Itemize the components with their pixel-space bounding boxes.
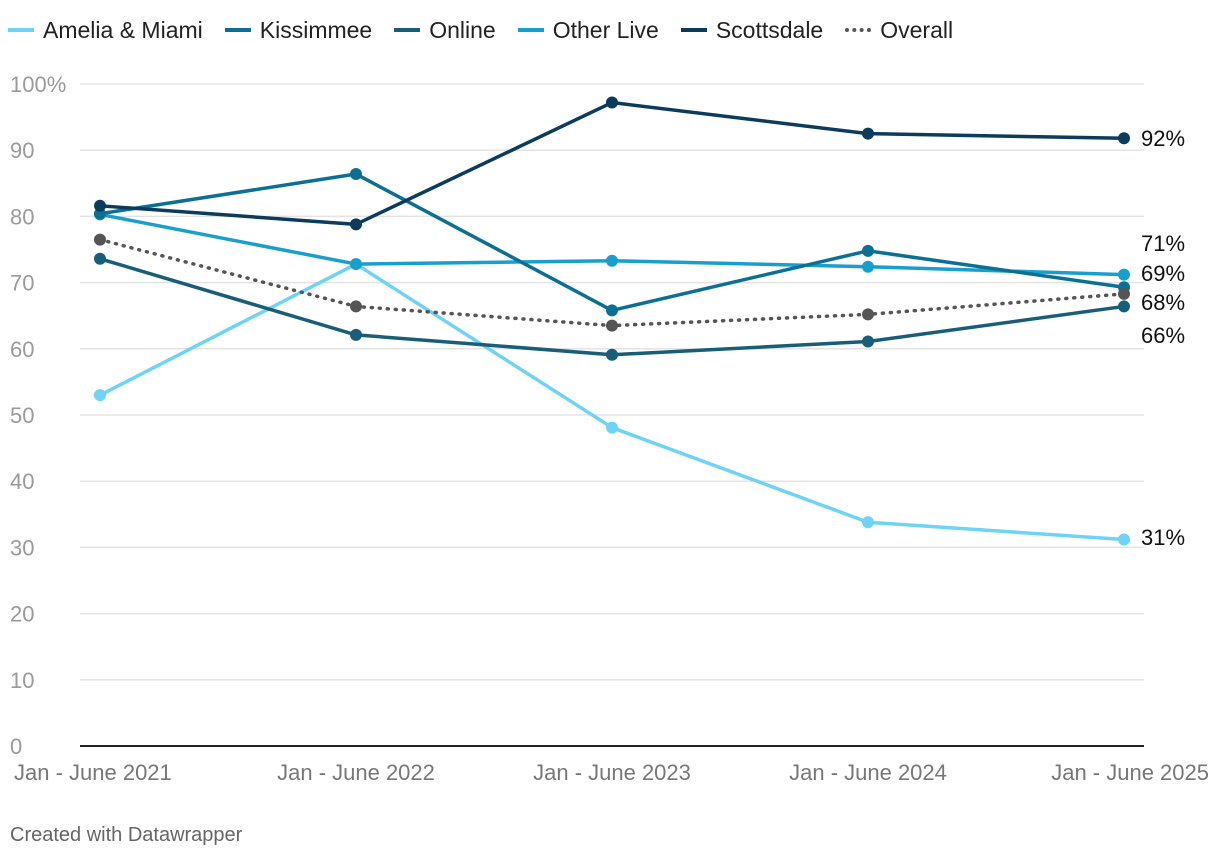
legend-item-scottsdale: Scottsdale bbox=[680, 16, 824, 44]
data-point-overall bbox=[862, 308, 874, 321]
x-tick-label: Jan - June 2023 bbox=[533, 760, 691, 785]
data-point-amelia-miami bbox=[1118, 533, 1130, 546]
legend-item-online: Online bbox=[394, 16, 496, 44]
legend-item-other-live: Other Live bbox=[517, 16, 659, 44]
y-tick-label: 100% bbox=[10, 72, 66, 97]
y-tick-label: 40 bbox=[10, 469, 34, 494]
data-point-online bbox=[350, 328, 362, 341]
data-point-scottsdale bbox=[350, 218, 362, 231]
y-tick-label: 70 bbox=[10, 271, 34, 296]
legend-item-kissimmee: Kissimmee bbox=[224, 16, 373, 44]
data-point-other-live bbox=[350, 258, 362, 271]
y-tick-label: 0 bbox=[10, 734, 22, 759]
legend-label: Amelia & Miami bbox=[43, 16, 203, 43]
legend-label: Kissimmee bbox=[259, 16, 373, 43]
data-point-other-live bbox=[606, 254, 618, 267]
y-tick-label: 50 bbox=[10, 403, 34, 428]
x-tick-label: Jan - June 2025 bbox=[1051, 760, 1209, 785]
y-tick-label: 20 bbox=[10, 602, 34, 627]
end-label-kissimmee: 69% bbox=[1141, 261, 1185, 286]
y-tick-label: 30 bbox=[10, 535, 34, 560]
end-label-amelia-miami: 31% bbox=[1141, 525, 1185, 550]
series-line-kissimmee bbox=[98, 172, 1126, 313]
y-tick-label: 10 bbox=[10, 668, 34, 693]
legend-label: Overall bbox=[880, 16, 954, 43]
data-point-amelia-miami bbox=[862, 516, 874, 529]
chart-legend: Amelia & Miami Kissimmee Online Other Live S… bbox=[8, 12, 953, 48]
legend-swatch bbox=[680, 28, 707, 32]
end-label-other-live: 71% bbox=[1141, 231, 1185, 256]
data-point-kissimmee bbox=[862, 244, 874, 257]
data-point-overall bbox=[606, 319, 618, 332]
legend-swatch bbox=[8, 28, 34, 32]
data-point-online bbox=[606, 348, 618, 361]
legend-label: Other Live bbox=[552, 16, 659, 43]
data-point-online bbox=[94, 252, 106, 265]
data-point-scottsdale bbox=[606, 96, 618, 109]
legend-swatch bbox=[517, 28, 544, 32]
legend-item-amelia-miami: Amelia & Miami bbox=[8, 17, 203, 44]
data-point-overall bbox=[1118, 287, 1130, 300]
end-label-online: 66% bbox=[1141, 323, 1185, 348]
data-point-kissimmee bbox=[606, 304, 618, 317]
data-point-online bbox=[1118, 300, 1130, 313]
legend-swatch bbox=[394, 28, 421, 32]
data-point-overall bbox=[350, 300, 362, 313]
series-line-scottsdale bbox=[98, 100, 1126, 227]
data-point-scottsdale bbox=[862, 127, 874, 140]
legend-item-overall: Overall bbox=[845, 17, 953, 44]
footer-credit: Created with Datawrapper bbox=[10, 824, 243, 846]
data-point-overall bbox=[94, 233, 106, 246]
end-label-overall: 68% bbox=[1141, 290, 1185, 315]
data-point-kissimmee bbox=[350, 168, 362, 181]
data-point-amelia-miami bbox=[606, 421, 618, 434]
data-point-amelia-miami bbox=[94, 389, 106, 402]
y-tick-label: 80 bbox=[10, 204, 34, 229]
data-point-other-live bbox=[1118, 268, 1130, 281]
y-tick-label: 90 bbox=[10, 138, 34, 163]
x-tick-label: Jan - June 2024 bbox=[789, 760, 947, 785]
end-label-scottsdale: 92% bbox=[1141, 126, 1185, 151]
data-point-scottsdale bbox=[94, 199, 106, 212]
x-tick-label: Jan - June 2021 bbox=[14, 760, 172, 785]
y-tick-label: 60 bbox=[10, 337, 34, 362]
data-point-online bbox=[862, 335, 874, 348]
legend-label: Online bbox=[429, 16, 496, 43]
legend-label: Scottsdale bbox=[715, 16, 824, 43]
data-point-scottsdale bbox=[1118, 132, 1130, 145]
data-point-other-live bbox=[862, 260, 874, 273]
legend-swatch bbox=[845, 28, 872, 32]
legend-swatch bbox=[224, 28, 251, 32]
x-tick-label: Jan - June 2022 bbox=[277, 760, 435, 785]
